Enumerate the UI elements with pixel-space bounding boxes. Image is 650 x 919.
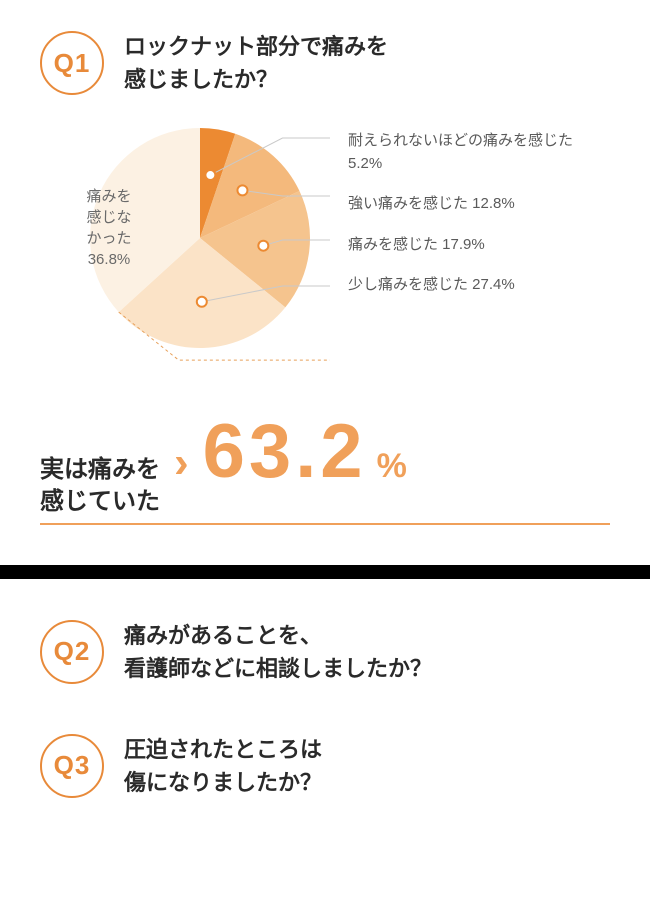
- legend-item: 少し痛みを感じた 27.4%: [348, 274, 610, 297]
- legend-item: 強い痛みを感じた 12.8%: [348, 193, 610, 216]
- q1-summary: 実は痛みを 感じていた › 63.2 %: [40, 408, 610, 525]
- legend-item: 痛みを感じた 17.9%: [348, 234, 610, 257]
- summary-value: 63.2: [203, 414, 367, 490]
- summary-arrow-icon: ›: [174, 441, 189, 485]
- pie-left-inner-label: 痛みを感じなかった36.8%: [74, 186, 144, 270]
- summary-line1: 実は痛みを: [40, 456, 160, 483]
- leader-dot: [258, 241, 268, 251]
- q1-badge: Q1: [40, 31, 104, 95]
- summary-text: 実は痛みを 感じていた: [40, 454, 160, 519]
- summary-line2: 感じていた: [40, 488, 160, 515]
- pie-wrap: 痛みを感じなかった36.8%: [40, 108, 330, 398]
- section-q1: Q1 ロックナット部分で痛みを感じましたか？ 痛みを感じなかった36.8% 耐え…: [0, 0, 650, 565]
- leader-dot: [205, 170, 215, 180]
- q1-header: Q1 ロックナット部分で痛みを感じましたか？: [40, 30, 610, 96]
- leader-dot: [197, 297, 207, 307]
- legend-item: 耐えられないほどの痛みを感じた 5.2%: [348, 130, 610, 175]
- q2-badge: Q2: [40, 620, 104, 684]
- q1-chart-row: 痛みを感じなかった36.8% 耐えられないほどの痛みを感じた 5.2% 強い痛みを…: [40, 108, 610, 398]
- q2-question: 痛みがあることを、看護師などに相談しましたか？: [124, 619, 432, 685]
- q2-header: Q2 痛みがあることを、看護師などに相談しましたか？: [40, 619, 610, 685]
- leader-dot: [237, 185, 247, 195]
- pie-legend: 耐えられないほどの痛みを感じた 5.2% 強い痛みを感じた 12.8% 痛みを感じた…: [348, 108, 610, 315]
- summary-unit: %: [377, 449, 407, 483]
- q1-question: ロックナット部分で痛みを感じましたか？: [124, 30, 388, 96]
- section-divider: [0, 565, 650, 579]
- question-list: Q2 痛みがあることを、看護師などに相談しましたか？ Q3 圧迫されたところは傷…: [0, 579, 650, 851]
- q3-question: 圧迫されたところは傷になりましたか？: [124, 733, 322, 799]
- q3-header: Q3 圧迫されたところは傷になりましたか？: [40, 733, 610, 799]
- q3-badge: Q3: [40, 734, 104, 798]
